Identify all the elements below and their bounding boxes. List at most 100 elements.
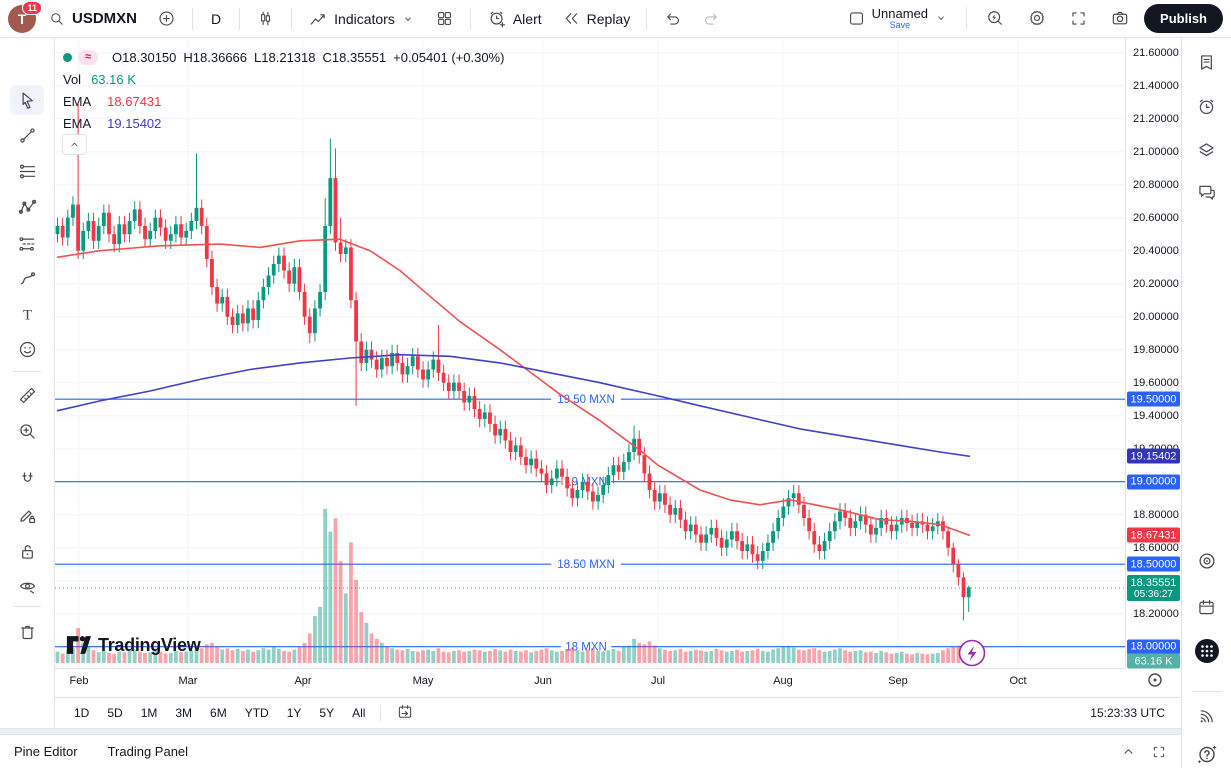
range-button-ytd[interactable]: YTD	[244, 706, 269, 720]
brush-tool[interactable]	[10, 263, 44, 293]
candle-body	[771, 531, 775, 543]
save-layout-button[interactable]: Unnamed Save	[839, 3, 956, 34]
chat-button[interactable]	[1190, 176, 1224, 208]
publish-button[interactable]: Publish	[1144, 3, 1223, 33]
ema-line[interactable]	[56, 353, 971, 458]
user-avatar[interactable]: T 11	[8, 0, 42, 33]
symbol-search-button[interactable]: USDMXN	[40, 6, 145, 32]
remove-drawings-tool[interactable]	[10, 616, 44, 646]
hline-label[interactable]: 18 MXN	[565, 642, 607, 654]
ideas-target-button[interactable]	[1190, 545, 1224, 577]
interval-button[interactable]: D	[201, 7, 231, 31]
go-to-date-button[interactable]	[387, 699, 423, 728]
apps-grid-button[interactable]	[1190, 635, 1224, 667]
emoji-tool[interactable]	[10, 334, 44, 364]
candle-body	[518, 445, 523, 457]
left-drawing-toolbar: T	[0, 38, 55, 728]
volume-bar	[652, 645, 657, 663]
ema-line[interactable]	[56, 238, 971, 537]
range-button-5d[interactable]: 5D	[107, 706, 123, 720]
signal-arcs-icon	[1200, 709, 1213, 722]
pattern-tool[interactable]	[10, 192, 44, 222]
drawing-mode-tool[interactable]	[10, 500, 44, 530]
trend-line-tool[interactable]	[10, 120, 44, 150]
cursor-tool[interactable]	[10, 85, 44, 115]
chart-pane[interactable]: 19.50 MXN 19 MXN 18.50 MXN 18 MXN ≈ O18.301…	[55, 38, 1125, 668]
time-axis[interactable]: Feb Mar Apr May Jun Jul Aug Sep Oct	[55, 668, 1125, 697]
volume-bar	[276, 648, 281, 663]
undo-button[interactable]	[655, 5, 690, 32]
range-button-5y[interactable]: 5Y	[319, 706, 335, 720]
price-axis-tick: 21.20000	[1133, 112, 1179, 125]
volume-bar	[71, 648, 75, 663]
measure-tool[interactable]	[10, 380, 44, 410]
volume-bar	[436, 648, 441, 663]
tradingview-logo[interactable]: TradingView	[66, 634, 201, 656]
trading-panel-tab[interactable]: Trading Panel	[107, 744, 189, 759]
legend-symbol-row[interactable]: ≈ O18.30150 H18.36666 L18.21318 C18.3555…	[63, 46, 504, 68]
range-button-6m[interactable]: 6M	[210, 706, 227, 720]
volume-bar	[446, 652, 451, 663]
target-icon	[1198, 553, 1215, 569]
range-button-1m[interactable]: 1M	[140, 706, 158, 720]
utc-clock[interactable]: 15:23:33 UTC	[1090, 706, 1165, 720]
hline-label[interactable]: 19.50 MXN	[557, 394, 615, 406]
range-button-all[interactable]: All	[352, 706, 366, 720]
candle-body	[529, 458, 534, 466]
candle-body	[282, 255, 286, 271]
price-axis[interactable]: 21.60000 21.40000 21.20000 21.00000 20.80000…	[1125, 38, 1181, 669]
hide-drawings-tool[interactable]	[10, 571, 44, 601]
indicators-button[interactable]: Indicators	[300, 5, 423, 33]
pine-editor-tab[interactable]: Pine Editor	[14, 744, 78, 759]
legend-ema-slow-row[interactable]: EMA 19.15402	[63, 112, 504, 134]
volume-bar	[297, 646, 302, 663]
legend-volume-row[interactable]: Vol 63.16 K	[63, 68, 504, 90]
fullscreen-button[interactable]	[1061, 5, 1096, 32]
panel-expand-up-icon[interactable]	[1120, 743, 1137, 760]
alert-button[interactable]: Alert	[479, 5, 550, 33]
alerts-panel-button[interactable]	[1190, 90, 1224, 122]
settings-button[interactable]	[1019, 4, 1055, 32]
data-feed-status-button[interactable]	[1190, 700, 1224, 732]
range-button-3m[interactable]: 3M	[175, 706, 193, 720]
candle-body	[946, 531, 951, 548]
candle-body	[544, 473, 549, 485]
screenshot-button[interactable]	[1102, 4, 1138, 32]
candle-body	[853, 521, 858, 528]
help-button[interactable]	[1190, 738, 1224, 768]
hline-label-bg	[551, 391, 621, 407]
hline-label[interactable]: 18.50 MXN	[557, 559, 615, 571]
replay-button[interactable]: Replay	[554, 5, 639, 32]
panel-maximize-icon[interactable]	[1151, 744, 1167, 760]
legend-ema-fast-row[interactable]: EMA 18.67431	[63, 90, 504, 112]
zoom-in-tool[interactable]	[10, 416, 44, 446]
prediction-tool[interactable]	[10, 228, 44, 258]
redo-button[interactable]	[694, 5, 729, 32]
save-link[interactable]: Save	[889, 19, 911, 30]
magnet-tool[interactable]	[10, 464, 44, 494]
layout-templates-button[interactable]	[427, 5, 462, 32]
lock-all-tool[interactable]	[10, 536, 44, 566]
range-button-1y[interactable]: 1Y	[286, 706, 302, 720]
quick-search-button[interactable]	[977, 4, 1013, 32]
compare-add-symbol-button[interactable]	[149, 5, 184, 32]
watchlist-button[interactable]	[1190, 46, 1224, 78]
volume-bar	[230, 650, 235, 663]
legend-collapse-button[interactable]	[62, 134, 87, 155]
candle-body	[318, 291, 322, 309]
candle-body	[657, 493, 662, 502]
text-tool[interactable]: T	[10, 299, 44, 329]
text-icon: T	[22, 307, 31, 323]
range-button-1d[interactable]: 1D	[74, 706, 90, 720]
candle-body	[832, 521, 837, 532]
volume-bar	[107, 652, 111, 663]
axis-settings-button[interactable]	[1147, 672, 1163, 693]
object-tree-button[interactable]	[1190, 134, 1224, 166]
candle-body	[405, 366, 410, 375]
candle-body	[606, 475, 611, 485]
alarm-clock-icon	[1199, 99, 1214, 114]
fib-retracement-tool[interactable]	[10, 156, 44, 186]
calendar-button[interactable]	[1190, 591, 1224, 623]
chart-style-button[interactable]	[248, 5, 283, 32]
